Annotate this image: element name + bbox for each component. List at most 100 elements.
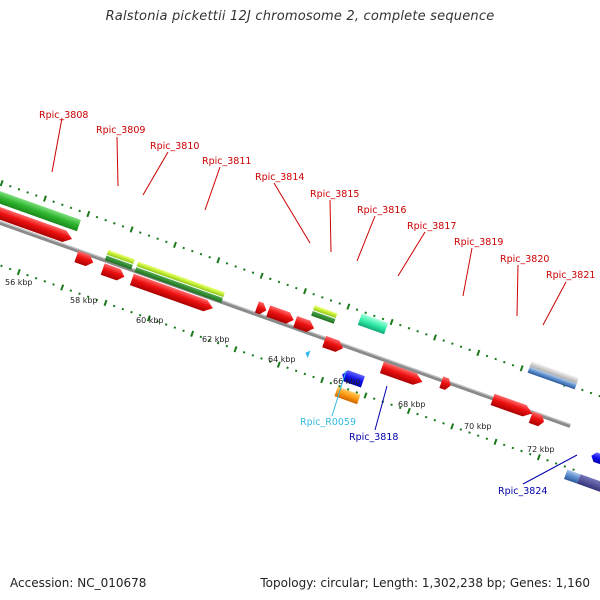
gene-label-rpic-3808: Rpic_3808 (39, 110, 88, 121)
lower-track-tick (86, 295, 90, 299)
upper-track-tick (259, 272, 264, 279)
cog-bar-rpic-3811-b (134, 267, 223, 303)
upper-track-tick (234, 265, 237, 268)
upper-track-tick (295, 286, 298, 290)
upper-track-tick (459, 345, 463, 349)
upper-track-tick (338, 302, 341, 305)
upper-track-tick (35, 194, 38, 197)
trna-arrow-rpic-r0059 (305, 350, 311, 358)
lower-track-tick (233, 346, 238, 353)
scale-label: 66 kbp (333, 377, 361, 386)
lower-track-tick (572, 468, 575, 471)
upper-track-tick (485, 354, 489, 358)
cds-arrow-rpic-3810 (100, 263, 125, 281)
cds-arrow-rpic-3814 (266, 305, 294, 324)
leader-line (516, 264, 519, 317)
upper-track-tick (61, 203, 64, 207)
lower-track-tick (138, 314, 142, 317)
upper-track-tick (399, 323, 402, 327)
lower-track-tick (303, 372, 307, 376)
cds-arrow-rpic-3818 (342, 370, 365, 388)
backbone-highlight (0, 189, 571, 426)
upper-track-tick (511, 363, 515, 367)
cog-bar-rpic-3820 (529, 361, 579, 384)
upper-tick-track (0, 180, 600, 398)
lower-track-tick (242, 351, 246, 354)
lower-track-tick (312, 375, 315, 379)
upper-track-tick (225, 262, 229, 265)
scale-label: 68 kbp (398, 400, 426, 409)
sequence-stats-text: Topology: circular; Length: 1,302,238 bp… (260, 576, 590, 590)
upper-track-tick (113, 222, 116, 225)
lower-track-tick (450, 423, 455, 430)
upper-track-tick (476, 349, 481, 357)
lower-track-tick (208, 338, 211, 342)
lower-track-tick (320, 376, 325, 384)
lower-track-tick (216, 341, 220, 345)
lower-track-tick (416, 412, 419, 416)
cds-arrow-rpic-3808 (0, 205, 72, 242)
lower-track-tick (528, 452, 532, 456)
cog-bar-rpic-3809-b (104, 255, 133, 270)
lower-track-tick (433, 418, 437, 422)
upper-track-tick (251, 271, 255, 274)
lower-track-tick (69, 289, 73, 292)
gene-label-rpic-r0059: Rpic_R0059 (300, 417, 356, 428)
leader-line (462, 247, 473, 297)
leader-line (116, 136, 119, 187)
lower-track-tick (225, 344, 229, 348)
lower-track-tick (286, 366, 289, 370)
scale-label: 60 kbp (136, 316, 164, 325)
scale-label: 64 kbp (268, 355, 296, 364)
leader-line (356, 215, 376, 262)
gene-label-rpic-3821: Rpic_3821 (546, 270, 595, 281)
cds-arrow-rpic-3815 (293, 316, 315, 333)
upper-track-tick (52, 200, 55, 203)
lower-track-tick (43, 280, 47, 283)
upper-track-tick (216, 257, 221, 264)
scale-label: 62 kbp (202, 335, 230, 344)
lower-track-tick (520, 449, 523, 453)
upper-track-tick (364, 311, 367, 315)
lower-track-tick (173, 326, 177, 329)
lower-track-tick (182, 329, 185, 332)
lower-track-tick (199, 335, 203, 339)
gene-label-rpic-3814: Rpic_3814 (255, 172, 304, 183)
lower-track-tick (372, 397, 376, 400)
lower-track-tick (493, 438, 498, 445)
lower-track-tick (363, 392, 368, 399)
upper-track-tick (389, 318, 394, 326)
lower-track-tick (398, 406, 402, 410)
cog-bar-rpic-3818 (334, 386, 361, 405)
cds-arrow-rpic-3820 (490, 393, 533, 417)
cog-bar-rpic-3811 (136, 261, 225, 298)
lower-track-tick (424, 415, 428, 419)
leader-line (542, 281, 567, 326)
upper-track-tick (9, 184, 12, 188)
upper-track-tick (312, 292, 315, 296)
lower-track-tick (26, 273, 29, 277)
upper-track-tick (95, 215, 99, 219)
cds-arrow-rpic-3824 (591, 452, 600, 468)
gene-label-rpic-3809: Rpic_3809 (96, 125, 145, 136)
cds-arrow-rpic-3814a (254, 301, 267, 315)
upper-track-tick (69, 206, 73, 210)
cds-arrow-rpic-3819b (439, 376, 451, 390)
leader-line (374, 385, 388, 431)
lower-track-tick (459, 428, 463, 431)
accession-text: Accession: NC_010678 (10, 576, 147, 590)
lower-track-tick (268, 360, 272, 363)
gene-label-rpic-3818: Rpic_3818 (349, 432, 398, 443)
upper-track-tick (503, 360, 506, 364)
upper-track-tick (407, 326, 411, 330)
lower-track-tick (536, 454, 541, 461)
cds-arrow-rpic-3809 (74, 250, 94, 267)
cog-bar-rpic-3824 (564, 469, 581, 484)
lower-track-tick (406, 407, 411, 415)
lower-track-tick (156, 320, 159, 323)
upper-track-tick (329, 299, 333, 302)
gene-label-rpic-3824: Rpic_3824 (498, 486, 547, 497)
gene-label-rpic-3815: Rpic_3815 (310, 189, 359, 200)
scale-label: 56 kbp (5, 278, 33, 287)
lower-track-tick (260, 357, 263, 360)
